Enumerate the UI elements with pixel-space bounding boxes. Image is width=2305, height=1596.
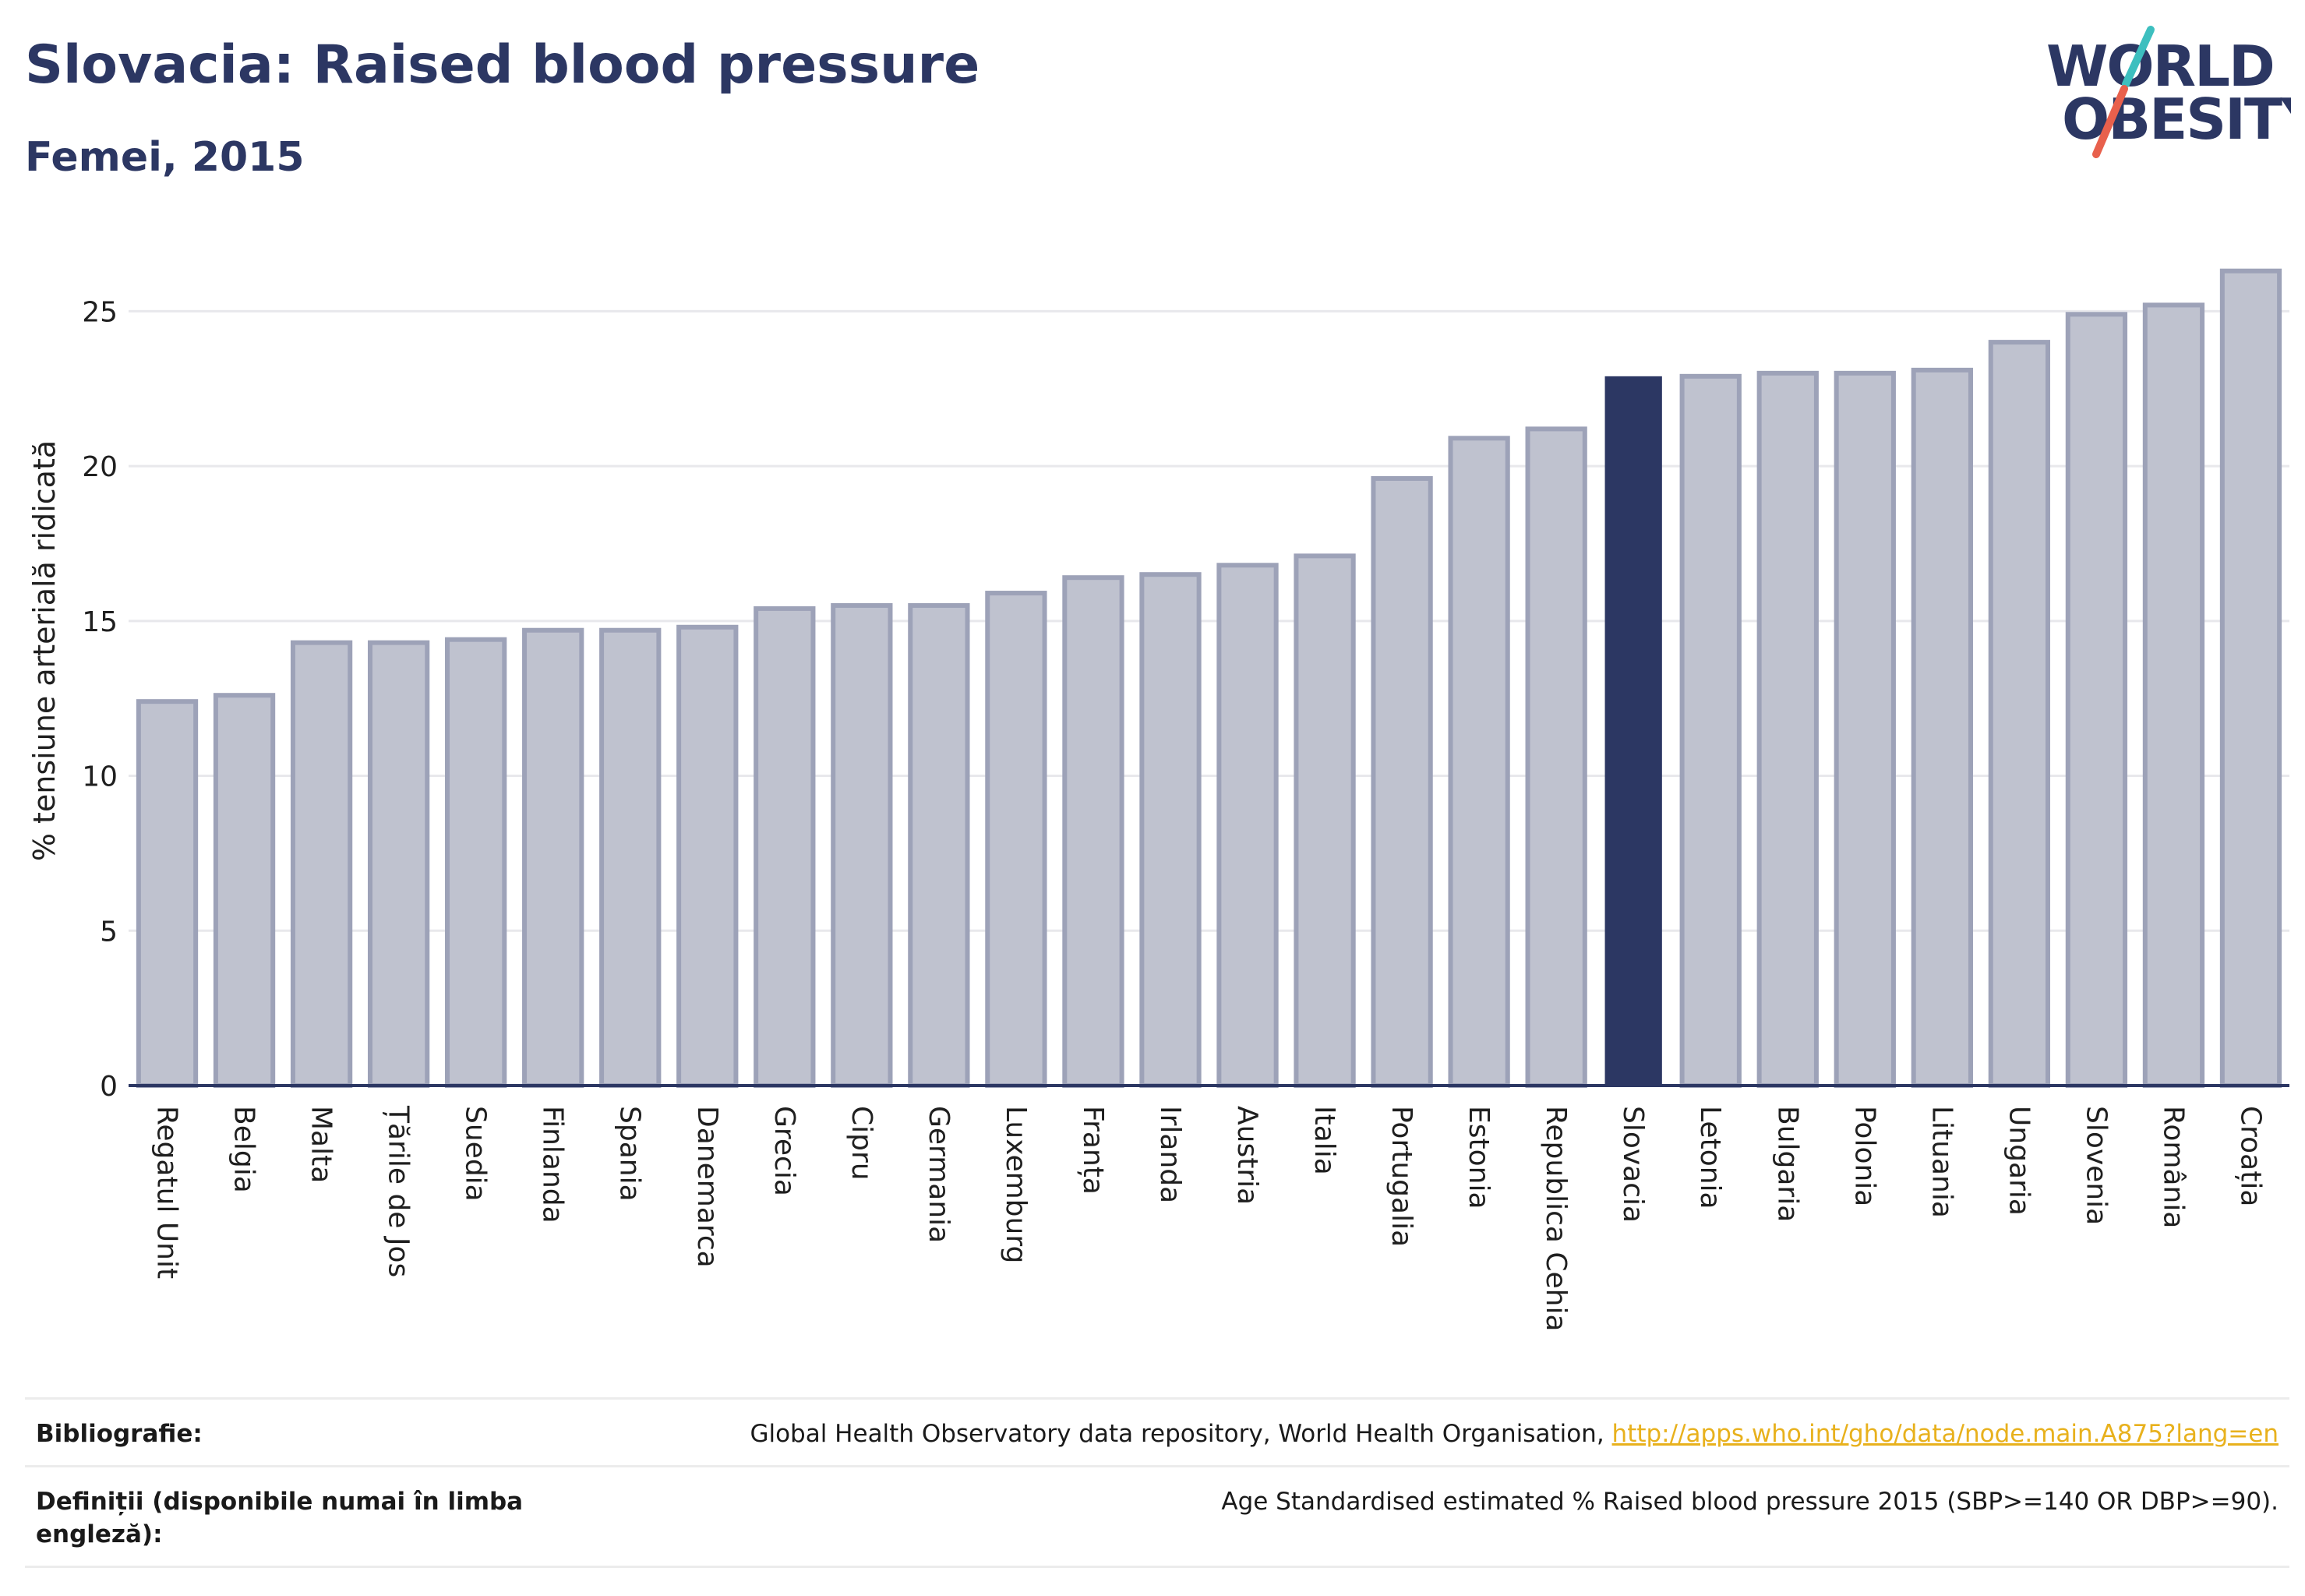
bar [908,602,970,1088]
y-tick-label: 20 [82,451,118,483]
chart-subtitle: Femei, 2015 [25,134,305,181]
x-tick-label: Grecia [768,1106,800,1196]
x-tick-label: Irlanda [1154,1106,1186,1203]
bar [754,606,816,1088]
bar [1756,370,1819,1088]
logo-line-1: WORLD [2046,34,2274,99]
x-tick-label: Estonia [1463,1106,1495,1209]
y-tick-label: 10 [82,761,118,793]
world-obesity-logo: WORLD OBESITY [2046,26,2291,158]
bar [1988,340,2051,1089]
bar [1294,553,1356,1088]
x-tick-label: Belgia [228,1106,260,1193]
footer-table: Bibliografie: Global Health Observatory … [25,1397,2289,1568]
bar [1448,436,1510,1088]
y-tick-label: 0 [100,1071,118,1103]
bar [1525,426,1587,1088]
x-tick-label: Slovenia [2080,1106,2112,1225]
logo-slash-teal [2122,26,2155,88]
bar [1216,563,1279,1088]
bar [136,699,199,1088]
bibliography-text: Global Health Observatory data repositor… [750,1420,1612,1448]
bar-chart: 0 5 10 15 20 25 Regatul Unit Belgia Malta Țările … [27,268,2289,1332]
x-tick-label: Danemarca [691,1106,723,1268]
bar [831,602,893,1088]
bar [2065,312,2128,1088]
x-tick-label: Finlanda [537,1106,569,1223]
x-tick-label: Cipru [845,1106,877,1181]
x-tick-label: Portugalia [1385,1106,1417,1247]
x-tick-label: Germania [923,1106,955,1243]
x-tick-label: Franța [1077,1106,1109,1195]
bar [1139,572,1202,1088]
bar [213,693,276,1088]
definitions-row: Definiții (disponibile numai în limba en… [25,1464,2289,1568]
y-tick-label: 15 [82,606,118,638]
bar [1062,575,1124,1088]
bar [599,627,662,1088]
bars [136,268,2282,1089]
bar [1371,475,1433,1088]
bibliography-row: Bibliografie: Global Health Observatory … [25,1397,2289,1465]
bar [1679,373,1742,1088]
y-tick-label: 25 [82,296,118,328]
x-tick-label: Italia [1308,1106,1340,1175]
y-axis-label: % tensiune arterială ridicată [27,440,62,861]
x-tick-label: Bulgaria [1771,1106,1803,1222]
bibliography-link[interactable]: http://apps.who.int/gho/data/node.main.A… [1611,1420,2279,1448]
definitions-label: Definiții (disponibile numai în limba en… [36,1487,524,1548]
bibliography-value: Global Health Observatory data repositor… [750,1418,2279,1451]
logo-slash-red [2092,85,2128,158]
x-tick-label: Țările de Jos [383,1105,415,1277]
bar [1834,370,1896,1088]
x-tick-label: Polonia [1848,1106,1880,1206]
x-tick-label: Austria [1231,1106,1263,1205]
x-tick-label: Luxemburg [1000,1106,1032,1263]
x-tick-label: Malta [305,1106,337,1183]
bar-highlight [1604,376,1662,1086]
bar [2142,302,2205,1088]
bar [2219,268,2282,1088]
y-tick-label: 5 [100,916,118,948]
x-tick-label: Lituania [1926,1106,1957,1218]
bibliography-label: Bibliografie: [36,1420,203,1448]
definitions-text: Age Standardised estimated % Raised bloo… [1221,1487,2279,1516]
bar [290,640,353,1088]
x-tick-label: Slovacia [1617,1106,1649,1223]
labels: 0 5 10 15 20 25 Regatul Unit Belgia Malta Țările … [82,296,2266,1331]
chart-title: Slovacia: Raised blood pressure [25,34,980,96]
bar [522,627,584,1088]
bar [1911,367,1973,1088]
x-tick-label: Regatul Unit [151,1106,183,1279]
bar [367,640,430,1088]
bar [445,637,507,1088]
x-tick-label: Croația [2234,1106,2266,1206]
bar [985,591,1047,1088]
x-tick-label: Republica Cehia [1540,1106,1572,1332]
bar [676,624,739,1088]
x-tick-label: România [2157,1106,2189,1228]
x-tick-label: Ungaria [2003,1106,2035,1216]
x-tick-label: Spania [614,1106,646,1202]
x-tick-label: Letonia [1694,1106,1726,1209]
x-tick-label: Suedia [460,1106,492,1202]
